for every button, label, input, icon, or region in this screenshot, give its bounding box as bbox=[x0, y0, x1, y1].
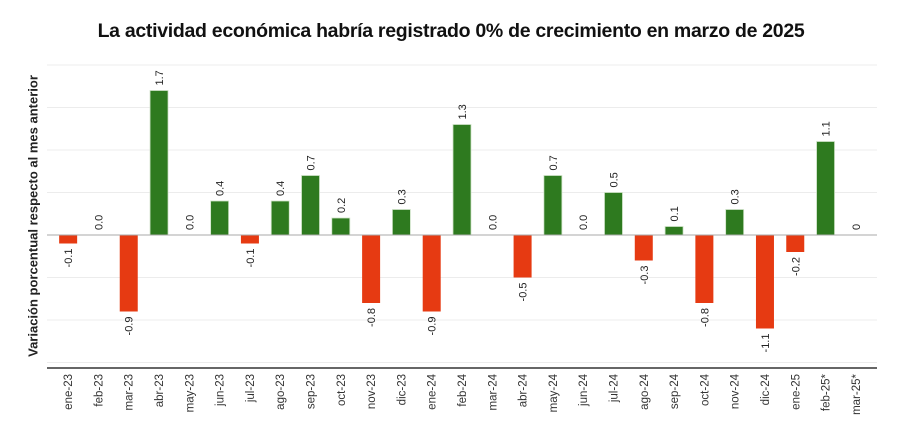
x-tick-label: mar-24 bbox=[487, 373, 499, 410]
bar-ago-24 bbox=[634, 235, 653, 261]
data-label: -0.1 bbox=[245, 249, 257, 268]
data-label: 0.7 bbox=[548, 155, 560, 170]
bar-sep-23 bbox=[301, 175, 320, 236]
data-label: 0.0 bbox=[93, 215, 105, 230]
data-label: 0.3 bbox=[730, 189, 742, 204]
x-tick-label: nov-24 bbox=[730, 373, 742, 409]
bar-ene-24 bbox=[422, 235, 441, 312]
bar-abr-24 bbox=[513, 235, 532, 278]
x-tick-label: jun-23 bbox=[215, 374, 227, 407]
data-label: -0.9 bbox=[124, 317, 136, 336]
bar-jul-24 bbox=[604, 192, 623, 236]
x-tick-label: ago-24 bbox=[639, 373, 651, 409]
bar-mar-23 bbox=[119, 235, 138, 312]
x-tick-label: oct-24 bbox=[699, 373, 711, 406]
x-tick-label: nov-23 bbox=[366, 374, 378, 409]
bar-may-24 bbox=[543, 175, 563, 236]
x-tick-label: jul-24 bbox=[608, 373, 620, 403]
data-label: 0.0 bbox=[487, 215, 499, 230]
x-tick-label: ene-24 bbox=[427, 373, 439, 409]
x-tick-label: ene-25 bbox=[790, 374, 802, 410]
data-label: 0.7 bbox=[306, 155, 318, 170]
data-label: 0.0 bbox=[184, 215, 196, 230]
data-label: 1.3 bbox=[457, 104, 469, 119]
data-label: 0.4 bbox=[275, 181, 287, 196]
bar-dic-23 bbox=[392, 209, 411, 236]
x-tick-label: ago-23 bbox=[275, 374, 287, 410]
x-tick-label: feb-23 bbox=[93, 374, 105, 407]
x-tick-label: feb-25* bbox=[821, 373, 833, 411]
x-tick-label: dic-23 bbox=[396, 374, 408, 405]
bar-dic-24 bbox=[755, 235, 774, 329]
x-tick-label: mar-25* bbox=[851, 373, 863, 414]
data-label: 0.2 bbox=[336, 198, 348, 213]
bar-sep-24 bbox=[664, 226, 684, 236]
bar-jun-23 bbox=[210, 200, 230, 236]
bar-nov-23 bbox=[362, 235, 381, 303]
x-tick-label: jul-23 bbox=[245, 374, 257, 403]
bar-feb-25* bbox=[816, 141, 835, 236]
bar-jul-23 bbox=[240, 235, 259, 244]
data-label: 1.7 bbox=[154, 70, 166, 85]
x-tick-label: feb-24 bbox=[457, 373, 469, 406]
bar-ago-23 bbox=[270, 200, 290, 236]
bar-ene-23 bbox=[59, 235, 78, 244]
data-label: 0.5 bbox=[608, 172, 620, 187]
data-label: 0.0 bbox=[578, 215, 590, 230]
data-label: -0.9 bbox=[427, 317, 439, 336]
bar-abr-23 bbox=[149, 90, 169, 236]
x-tick-label: abr-24 bbox=[518, 373, 530, 407]
data-label: -0.1 bbox=[63, 249, 75, 268]
x-tick-label: sep-23 bbox=[306, 374, 318, 409]
data-label: -0.8 bbox=[366, 308, 378, 327]
data-label: -0.8 bbox=[699, 308, 711, 327]
x-tick-label: ene-23 bbox=[63, 374, 75, 410]
bar-nov-24 bbox=[725, 209, 745, 236]
x-tick-label: oct-23 bbox=[336, 374, 348, 406]
x-tick-label: may-24 bbox=[548, 373, 560, 412]
data-label: 1.1 bbox=[821, 121, 833, 136]
x-tick-label: dic-24 bbox=[760, 373, 772, 405]
bar-feb-24 bbox=[452, 124, 472, 236]
data-label: -0.3 bbox=[639, 266, 651, 285]
data-label: -0.2 bbox=[790, 257, 802, 276]
bar-oct-24 bbox=[695, 235, 714, 303]
bar-ene-25 bbox=[786, 235, 805, 252]
data-label: -1.1 bbox=[760, 334, 772, 353]
chart-title: La actividad económica habría registrado… bbox=[97, 20, 805, 42]
data-label: 0.1 bbox=[669, 206, 681, 221]
x-tick-label: may-23 bbox=[184, 374, 196, 412]
data-label: 0 bbox=[851, 224, 863, 230]
bar-oct-23 bbox=[331, 217, 351, 236]
data-label: 0.4 bbox=[215, 181, 227, 196]
x-tick-label: jun-24 bbox=[578, 373, 590, 407]
x-tick-label: mar-23 bbox=[124, 374, 136, 410]
data-label: -0.5 bbox=[518, 283, 530, 302]
x-tick-label: sep-24 bbox=[669, 373, 681, 409]
data-label: 0.3 bbox=[396, 189, 408, 204]
x-tick-label: abr-23 bbox=[154, 374, 166, 407]
